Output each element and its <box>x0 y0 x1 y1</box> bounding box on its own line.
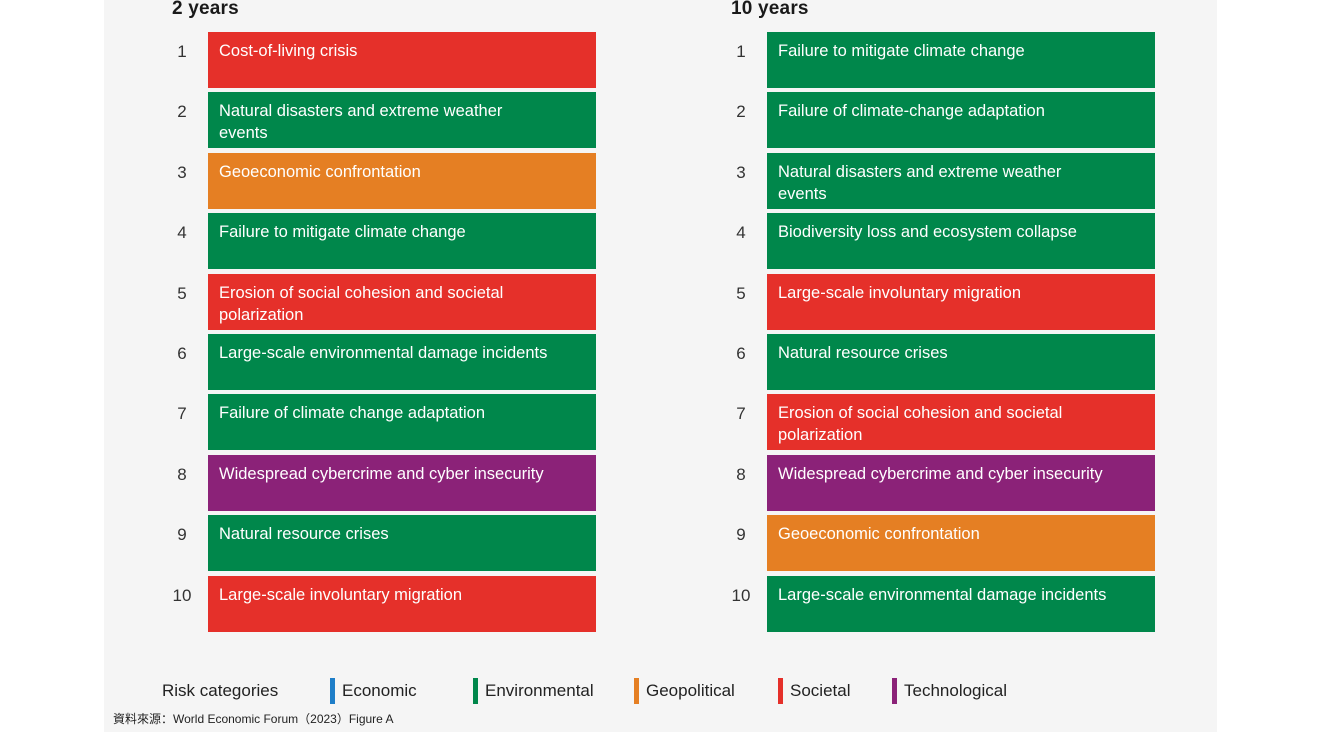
risk-bar: Geoeconomic confrontation <box>767 515 1155 571</box>
risk-bar: Natural disasters and extreme weather ev… <box>767 153 1155 209</box>
chart-panel: 2 years 1 Cost-of-living crisis 2 Natural di… <box>104 0 1217 732</box>
risk-row: 1 Cost-of-living crisis <box>162 32 596 88</box>
risk-bar: Natural disasters and extreme weather ev… <box>208 92 596 148</box>
risk-label: Failure of climate-change adaptation <box>778 102 1045 120</box>
risk-rank: 6 <box>177 344 187 363</box>
risk-label: Natural resource crises <box>219 525 389 543</box>
risk-row: 8 Widespread cybercrime and cyber insecur… <box>721 455 1155 511</box>
risk-rank: 3 <box>177 163 187 182</box>
risk-rank: 4 <box>736 223 746 242</box>
risk-row: 9 Natural resource crises <box>162 515 596 571</box>
risk-bar: Geoeconomic confrontation <box>208 153 596 209</box>
risk-label: Erosion of social cohesion and societal … <box>778 404 1063 444</box>
risk-label: Large-scale involuntary migration <box>778 284 1022 302</box>
legend-title: Risk categories <box>162 681 279 700</box>
risk-bar: Large-scale involuntary migration <box>208 576 596 632</box>
legend-swatch <box>778 678 783 704</box>
risk-bar: Failure of climate-change adaptation <box>767 92 1155 148</box>
risk-rank: 7 <box>177 404 187 423</box>
legend-label: Environmental <box>485 681 594 700</box>
risk-rank: 6 <box>736 344 746 363</box>
legend-label: Societal <box>790 681 851 700</box>
risk-bar: Cost-of-living crisis <box>208 32 596 88</box>
risk-bar: Large-scale involuntary migration <box>767 274 1155 330</box>
legend-label: Technological <box>904 681 1008 700</box>
risk-row: 5 Large-scale involuntary migration <box>721 274 1155 330</box>
legend-swatch <box>892 678 897 704</box>
risk-row: 9 Geoeconomic confrontation <box>721 515 1155 571</box>
risk-label: Cost-of-living crisis <box>219 42 358 60</box>
risk-label: Widespread cybercrime and cyber insecuri… <box>219 465 544 483</box>
legend: Risk categories Economic Environmental Geo… <box>104 678 1217 704</box>
risk-label: Failure to mitigate climate change <box>778 42 1025 60</box>
risk-row: 4 Failure to mitigate climate change <box>162 213 596 269</box>
risk-rank: 5 <box>736 284 746 303</box>
risk-bar: Failure to mitigate climate change <box>208 213 596 269</box>
risk-label: Large-scale environmental damage inciden… <box>778 586 1107 604</box>
risk-rank: 3 <box>736 163 746 182</box>
legend-swatch <box>634 678 639 704</box>
risk-rank: 10 <box>731 586 751 605</box>
risk-rank: 10 <box>172 586 192 605</box>
risk-label: Natural disasters and extreme weather ev… <box>219 102 503 142</box>
risk-rank: 9 <box>177 525 187 544</box>
risk-row: 3 Natural disasters and extreme weather e… <box>721 153 1155 209</box>
risk-rank: 5 <box>177 284 187 303</box>
risk-bar: Natural resource crises <box>767 334 1155 390</box>
risk-label: Natural disasters and extreme weather ev… <box>778 163 1062 203</box>
risk-label: Failure of climate change adaptation <box>219 404 485 422</box>
risk-row: 7 Failure of climate change adaptation <box>162 394 596 450</box>
risk-bar: Biodiversity loss and ecosystem collapse <box>767 213 1155 269</box>
risk-rank: 8 <box>177 465 187 484</box>
risk-row: 2 Natural disasters and extreme weather e… <box>162 92 596 148</box>
risk-row: 6 Natural resource crises <box>721 334 1155 390</box>
risk-bar: Failure of climate change adaptation <box>208 394 596 450</box>
legend-swatch <box>473 678 478 704</box>
risk-row: 1 Failure to mitigate climate change <box>721 32 1155 88</box>
source-note: 資料來源：World Economic Forum（2023）Figure A <box>113 712 394 726</box>
risk-label: Widespread cybercrime and cyber insecuri… <box>778 465 1103 483</box>
risk-bar: Natural resource crises <box>208 515 596 571</box>
risk-label: Natural resource crises <box>778 344 948 362</box>
risk-row: 7 Erosion of social cohesion and societal… <box>721 394 1155 450</box>
risk-row: 10 Large-scale involuntary migration <box>162 576 596 632</box>
risk-row: 10 Large-scale environmental damage incid… <box>721 576 1155 632</box>
legend-label: Geopolitical <box>646 681 735 700</box>
risk-rank: 2 <box>177 102 187 121</box>
risk-bar: Widespread cybercrime and cyber insecuri… <box>208 455 596 511</box>
risk-row: 8 Widespread cybercrime and cyber insecur… <box>162 455 596 511</box>
risk-rank: 7 <box>736 404 746 423</box>
legend-swatch <box>330 678 335 704</box>
risk-row: 3 Geoeconomic confrontation <box>162 153 596 209</box>
risk-label: Biodiversity loss and ecosystem collapse <box>778 223 1077 241</box>
risk-rank: 1 <box>177 42 187 61</box>
risk-rank: 9 <box>736 525 746 544</box>
risk-label: Large-scale environmental damage inciden… <box>219 344 548 362</box>
risk-bar: Failure to mitigate climate change <box>767 32 1155 88</box>
risk-rank: 1 <box>736 42 746 61</box>
risk-bar: Erosion of social cohesion and societal … <box>767 394 1155 450</box>
risk-bar: Erosion of social cohesion and societal … <box>208 274 596 330</box>
risk-rank: 8 <box>736 465 746 484</box>
risk-bar: Widespread cybercrime and cyber insecuri… <box>767 455 1155 511</box>
risk-label: Failure to mitigate climate change <box>219 223 466 241</box>
risk-label: Geoeconomic confrontation <box>219 163 421 181</box>
risk-rank: 2 <box>736 102 746 121</box>
risk-rank: 4 <box>177 223 187 242</box>
risk-label: Erosion of social cohesion and societal … <box>219 284 504 324</box>
risk-row: 6 Large-scale environmental damage incide… <box>162 334 596 390</box>
column-title-2-years: 2 years <box>172 0 239 19</box>
risk-bar: Large-scale environmental damage inciden… <box>208 334 596 390</box>
risk-row: 4 Biodiversity loss and ecosystem collaps… <box>721 213 1155 269</box>
legend-label: Economic <box>342 681 417 700</box>
risk-bar: Large-scale environmental damage inciden… <box>767 576 1155 632</box>
risk-row: 5 Erosion of social cohesion and societal… <box>162 274 596 330</box>
risk-label: Geoeconomic confrontation <box>778 525 980 543</box>
risk-row: 2 Failure of climate-change adaptation <box>721 92 1155 148</box>
column-title-10-years: 10 years <box>731 0 809 19</box>
risk-label: Large-scale involuntary migration <box>219 586 463 604</box>
